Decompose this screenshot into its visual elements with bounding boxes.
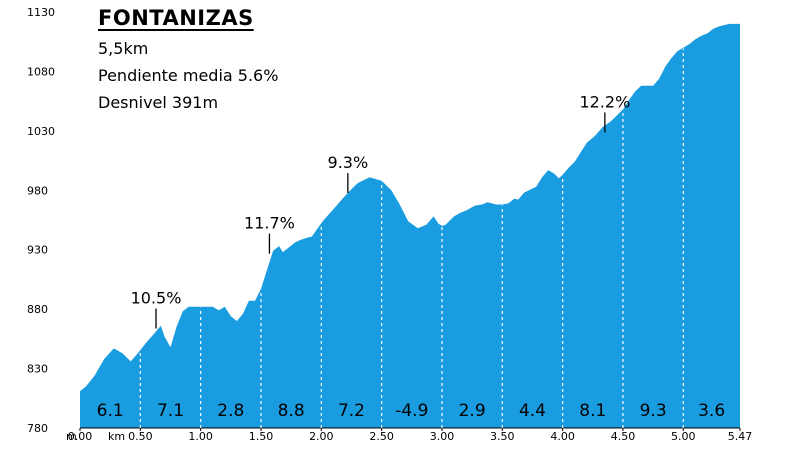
segment-gradient-label: 9.3 bbox=[640, 401, 667, 421]
y-tick-label: 830 bbox=[27, 363, 48, 376]
x-tick-label: 3.50 bbox=[490, 430, 515, 443]
route-average-slope: Pendiente media 5.6% bbox=[98, 66, 279, 85]
y-tick-label: 1030 bbox=[27, 125, 55, 138]
y-tick-label: 780 bbox=[27, 422, 48, 435]
segment-gradient-label: 2.9 bbox=[459, 401, 486, 421]
segment-gradient-label: 7.2 bbox=[338, 401, 365, 421]
max-gradient-annotation: 9.3% bbox=[328, 153, 369, 172]
route-distance: 5,5km bbox=[98, 39, 149, 58]
segment-gradient-label: -4.9 bbox=[395, 401, 428, 421]
x-tick-label: 2.50 bbox=[369, 430, 394, 443]
segment-gradient-label: 4.4 bbox=[519, 401, 546, 421]
segment-gradient-label: 8.1 bbox=[579, 401, 606, 421]
x-tick-label: 5.47 bbox=[728, 430, 753, 443]
x-tick-label: 2.00 bbox=[309, 430, 334, 443]
y-tick-label: 880 bbox=[27, 303, 48, 316]
x-tick-label: 5.00 bbox=[671, 430, 696, 443]
x-tick-label: 4.00 bbox=[550, 430, 575, 443]
y-tick-label: 930 bbox=[27, 244, 48, 257]
x-tick-label: 0.50 bbox=[128, 430, 153, 443]
x-unit-label: m bbox=[66, 430, 77, 443]
x-tick-label: 4.50 bbox=[611, 430, 636, 443]
max-gradient-annotation: 12.2% bbox=[579, 92, 630, 111]
x-tick-label: 3.00 bbox=[430, 430, 455, 443]
y-tick-label: 1130 bbox=[27, 6, 55, 19]
segment-gradient-label: 6.1 bbox=[97, 401, 124, 421]
max-gradient-annotation: 11.7% bbox=[244, 214, 295, 233]
route-title: FONTANIZAS bbox=[98, 6, 254, 30]
x-tick-label: 1.50 bbox=[249, 430, 274, 443]
y-tick-label: 1080 bbox=[27, 65, 55, 78]
y-tick-label: 980 bbox=[27, 184, 48, 197]
route-elevation-gain: Desnivel 391m bbox=[98, 93, 219, 112]
x-km-label: km bbox=[108, 430, 125, 443]
segment-gradient-label: 3.6 bbox=[698, 401, 725, 421]
elevation-area bbox=[80, 23, 740, 429]
segment-gradient-label: 8.8 bbox=[278, 401, 305, 421]
max-gradient-annotation: 10.5% bbox=[131, 289, 182, 308]
x-tick-label: 0.00 bbox=[68, 430, 93, 443]
segment-gradient-label: 2.8 bbox=[217, 401, 244, 421]
x-tick-label: 1.00 bbox=[188, 430, 213, 443]
segment-gradient-label: 7.1 bbox=[157, 401, 184, 421]
